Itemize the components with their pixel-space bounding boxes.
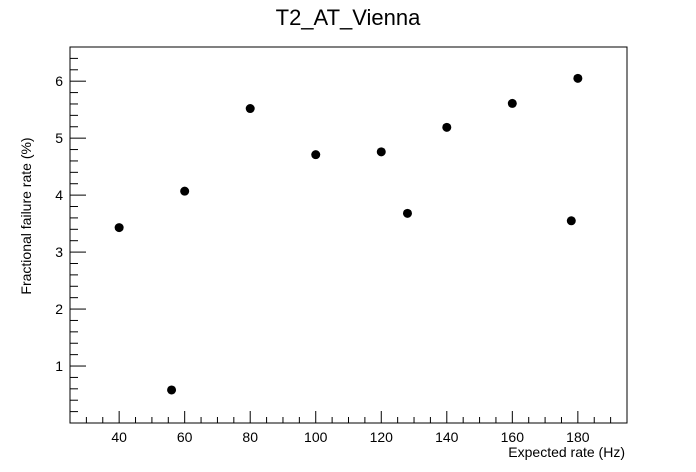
data-point <box>167 385 177 395</box>
data-point <box>402 208 412 218</box>
x-tick-label: 140 <box>435 429 459 445</box>
y-tick-label: 1 <box>55 358 63 374</box>
data-point <box>507 98 517 108</box>
data-point <box>114 223 124 233</box>
y-tick-label: 6 <box>55 73 63 89</box>
y-tick-label: 5 <box>55 130 63 146</box>
y-axis-label: Fractional failure rate (%) <box>18 137 34 294</box>
x-axis-label: Expected rate (Hz) <box>508 444 625 460</box>
data-point <box>566 216 576 226</box>
x-tick-label: 80 <box>242 429 258 445</box>
x-tick-label: 120 <box>370 429 394 445</box>
x-tick-label: 60 <box>177 429 193 445</box>
x-axis: 40 60 80 100 120 140 160 180 <box>85 411 612 445</box>
x-tick-label: 100 <box>304 429 328 445</box>
y-tick-label: 4 <box>55 187 63 203</box>
y-tick-label: 3 <box>55 244 63 260</box>
data-point <box>245 104 255 114</box>
x-tick-label: 180 <box>566 429 590 445</box>
y-tick-label: 2 <box>55 301 63 317</box>
data-point <box>442 122 452 132</box>
x-tick-label: 160 <box>501 429 525 445</box>
data-point <box>180 186 190 196</box>
data-points <box>114 73 583 395</box>
plot-frame <box>69 46 628 424</box>
y-axis: 1 2 3 4 5 6 <box>55 57 86 413</box>
data-point <box>376 147 386 157</box>
data-point <box>573 73 583 83</box>
x-tick-label: 40 <box>111 429 127 445</box>
data-point <box>311 150 321 160</box>
chart-title: T2_AT_Vienna <box>276 5 421 30</box>
